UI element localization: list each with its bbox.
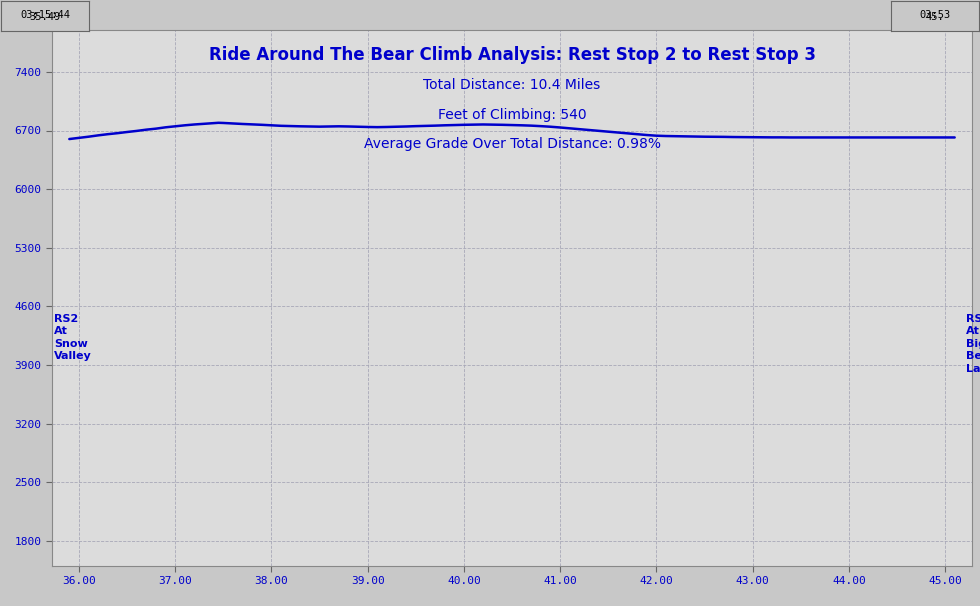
Text: Feet of Climbing: 540: Feet of Climbing: 540: [438, 108, 586, 122]
Text: 03:15:44: 03:15:44: [20, 10, 71, 19]
Text: RS3
At
Big
Bear
Lake: RS3 At Big Bear Lake: [965, 314, 980, 374]
Text: Ride Around The Bear Climb Analysis: Rest Stop 2 to Rest Stop 3: Ride Around The Bear Climb Analysis: Res…: [209, 46, 815, 64]
Text: 45.: 45.: [925, 12, 945, 22]
Text: 35.49: 35.49: [29, 12, 61, 22]
Text: Average Grade Over Total Distance: 0.98%: Average Grade Over Total Distance: 0.98%: [364, 137, 661, 152]
Text: Total Distance: 10.4 Miles: Total Distance: 10.4 Miles: [423, 78, 601, 92]
Text: 03:53: 03:53: [919, 10, 951, 19]
Text: RS2
At
Snow
Valley: RS2 At Snow Valley: [54, 314, 91, 361]
